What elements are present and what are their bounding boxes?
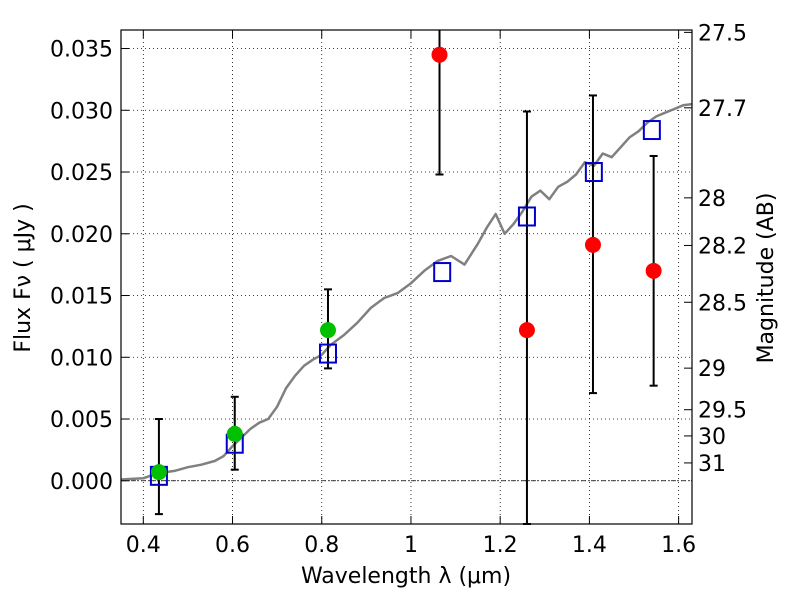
x-axis-label: Wavelength λ (μm) (301, 564, 511, 589)
x-tick-label: 0.6 (215, 533, 250, 558)
y-tick-label: 0.015 (50, 285, 113, 310)
detection-point (226, 425, 243, 442)
y-tick-label: 0.005 (50, 408, 113, 433)
sed-model-layer (120, 102, 693, 481)
x-tick-label: 1.6 (661, 533, 696, 558)
plot-frame (120, 29, 693, 525)
sed-model-line (120, 102, 693, 481)
mag-tick-label: 31 (698, 452, 726, 477)
mag-tick-label: 30 (698, 425, 726, 450)
nondetection-point (518, 322, 535, 339)
x-tick-label: 0.4 (126, 533, 161, 558)
x-tick-label: 0.8 (304, 533, 339, 558)
model-square-marker (318, 343, 337, 364)
detection-point (150, 464, 167, 481)
axes: 0.4 0.6 0.8 1 1.2 1.4 1.6 0.000 0.005 0.010 0.015 0… (50, 21, 747, 558)
y-tick-label: 0.030 (50, 99, 113, 124)
y-tick-label: 0.035 (50, 38, 113, 63)
x-tick-label: 1 (404, 533, 418, 558)
detection-point (319, 322, 336, 339)
y-tick-label: 0.000 (50, 470, 113, 495)
y-tick-label: 0.025 (50, 161, 113, 186)
mag-tick-label: 28.5 (698, 291, 747, 316)
mag-tick-label: 28 (698, 187, 726, 212)
y2-axis-label: Magnitude (AB) (754, 193, 779, 364)
axis-labels: Wavelength λ (μm) Flux Fν ( μJy ) Magnit… (11, 193, 779, 589)
nondetection-point (584, 236, 601, 253)
mag-tick-label: 27.5 (698, 21, 747, 46)
grid (121, 30, 692, 524)
x-tick-label: 1.2 (483, 533, 518, 558)
mag-tick-label: 28.2 (698, 234, 747, 259)
y-axis-label: Flux Fν ( μJy ) (11, 203, 36, 352)
nondetection-point (431, 46, 448, 63)
mag-tick-label: 27.7 (698, 97, 747, 122)
y-tick-label: 0.020 (50, 223, 113, 248)
model-square-marker (517, 206, 536, 227)
x-tick-label: 1.4 (572, 533, 607, 558)
model-square-marker (584, 162, 603, 183)
mag-tick-label: 29.5 (698, 399, 747, 424)
nondetection-point (645, 262, 662, 279)
model-square-marker (642, 120, 661, 141)
model-square-marker (433, 262, 452, 283)
data-markers (149, 46, 662, 486)
y-tick-label: 0.010 (50, 346, 113, 371)
mag-tick-label: 29 (698, 357, 726, 382)
